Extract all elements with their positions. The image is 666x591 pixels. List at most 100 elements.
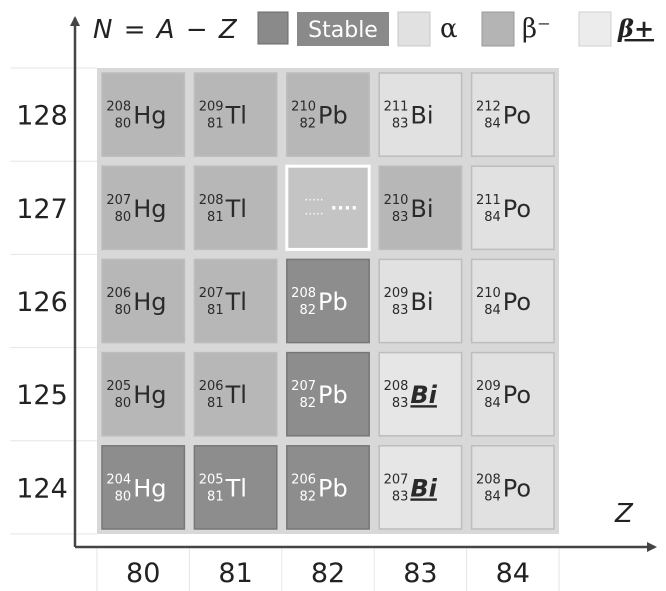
y-tick-label: 126 — [16, 287, 68, 318]
atomic-number: 84 — [484, 489, 501, 504]
nuclide-cell: 205 80 Hg — [101, 351, 186, 437]
y-tick-label: 128 — [16, 101, 68, 132]
mass-number: 210 — [291, 100, 316, 115]
nuclide-cell-box — [101, 165, 186, 251]
mass-number: 211 — [384, 100, 409, 115]
y-title-n: N — [93, 15, 112, 45]
element-symbol: Tl — [225, 381, 247, 409]
x-tick-label: 84 — [496, 558, 530, 589]
mass-number: 209 — [199, 100, 224, 115]
nuclide-cell-box — [470, 72, 555, 157]
element-symbol: Bi — [410, 474, 437, 502]
element-symbol: Hg — [133, 474, 166, 502]
placeholder-dots: ···· — [330, 198, 357, 219]
atomic-number: 82 — [299, 117, 316, 132]
legend-stable-label: Stable — [308, 18, 378, 43]
nuclide-cell: 209 84 Po — [470, 351, 555, 437]
element-symbol: Po — [503, 381, 531, 409]
x-tick-label: 80 — [126, 558, 160, 589]
nuclide-cell-box — [101, 258, 186, 344]
nuclide-cell-box — [378, 258, 463, 344]
nuclide-cell-box — [378, 351, 463, 437]
legend-beta-plus-label: β+ — [617, 14, 654, 43]
y-title-z: Z — [218, 15, 238, 45]
atomic-number: 84 — [484, 117, 501, 132]
legend-swatch-blank — [257, 11, 289, 45]
element-symbol: Hg — [133, 381, 166, 409]
nuclide-cell-box — [378, 72, 463, 157]
nuclide-cell: 210 82 Pb — [286, 72, 370, 157]
nuclide-cell-box — [193, 72, 278, 157]
element-symbol: Pb — [318, 474, 348, 502]
row-separators — [10, 67, 560, 591]
placeholder-dots: ····· — [304, 193, 323, 207]
mass-number: 206 — [106, 286, 131, 301]
y-axis-title: N = A − Z — [93, 15, 238, 45]
element-symbol: Po — [503, 288, 531, 316]
mass-number: 209 — [476, 379, 501, 394]
nuclide-cell: 207 83 Bi — [378, 445, 463, 530]
atomic-number: 84 — [484, 210, 501, 225]
mass-number: 207 — [199, 286, 224, 301]
atomic-number: 81 — [207, 303, 224, 318]
nuclide-cell: 207 80 Hg — [101, 165, 186, 251]
nuclide-cell-box — [193, 258, 278, 344]
mass-number: 208 — [199, 193, 224, 208]
nuclide-cell: 208 81 Tl — [193, 165, 278, 251]
y-title-minus: − — [186, 15, 208, 45]
nuclide-cell: 207 81 Tl — [193, 258, 278, 344]
nuclide-cell-box — [285, 164, 371, 251]
nuclide-cell-box — [193, 351, 278, 437]
atomic-number: 84 — [484, 303, 501, 318]
element-symbol: Hg — [133, 195, 166, 223]
element-symbol: Pb — [318, 102, 348, 130]
mass-number: 208 — [476, 472, 501, 487]
legend-beta-plus-swatch — [578, 11, 612, 47]
nuclide-cell: 208 82 Pb — [286, 258, 370, 344]
atomic-number: 83 — [392, 303, 409, 318]
atomic-number: 82 — [299, 303, 316, 318]
nuclide-cell-box — [101, 351, 186, 437]
element-symbol: Pb — [318, 381, 348, 409]
nuclide-cell-box — [286, 72, 370, 157]
mass-number: 206 — [199, 379, 224, 394]
x-tick-label: 81 — [218, 558, 252, 589]
x-tick-label: 82 — [311, 558, 345, 589]
y-title-eq: = — [124, 15, 146, 45]
nuclide-cell: 206 80 Hg — [101, 258, 186, 344]
y-tick-label: 125 — [16, 380, 68, 411]
legend: Stable α β⁻ β+ — [257, 11, 654, 47]
nuclide-cell-box — [101, 72, 186, 157]
nuclide-cell-box — [378, 445, 463, 530]
nuclide-cell: 206 82 Pb — [286, 445, 370, 530]
atomic-number: 82 — [299, 489, 316, 504]
mass-number: 210 — [384, 193, 409, 208]
legend-stable-box — [297, 12, 389, 46]
nuclide-cell: 205 81 Tl — [193, 445, 278, 530]
y-tick-labels: 128 127 126 125 124 — [16, 101, 68, 505]
element-symbol: Hg — [133, 288, 166, 316]
atomic-number: 82 — [299, 396, 316, 411]
atomic-number: 81 — [207, 489, 224, 504]
nuclide-cell-box — [470, 165, 555, 251]
element-symbol: Tl — [225, 102, 247, 130]
nuclide-cell-box — [470, 258, 555, 344]
mass-number: 208 — [384, 379, 409, 394]
nuclide-cell-box — [193, 445, 278, 530]
legend-beta-minus-swatch — [481, 11, 515, 47]
nuclide-cell: 209 81 Tl — [193, 72, 278, 157]
nuclide-cell: 208 80 Hg — [101, 72, 186, 157]
element-symbol: Po — [503, 102, 531, 130]
nuclide-cell: 211 83 Bi — [378, 72, 463, 157]
mass-number: 204 — [106, 472, 131, 487]
element-symbol: Bi — [410, 288, 433, 316]
element-symbol: Bi — [410, 195, 433, 223]
mass-number: 211 — [476, 193, 501, 208]
atomic-number: 83 — [392, 489, 409, 504]
mass-number: 205 — [199, 472, 224, 487]
nuclide-cell-box — [193, 165, 278, 251]
atomic-number: 81 — [207, 117, 224, 132]
mass-number: 207 — [291, 379, 316, 394]
element-symbol: Tl — [225, 195, 247, 223]
nuclide-cell-box — [378, 165, 463, 251]
